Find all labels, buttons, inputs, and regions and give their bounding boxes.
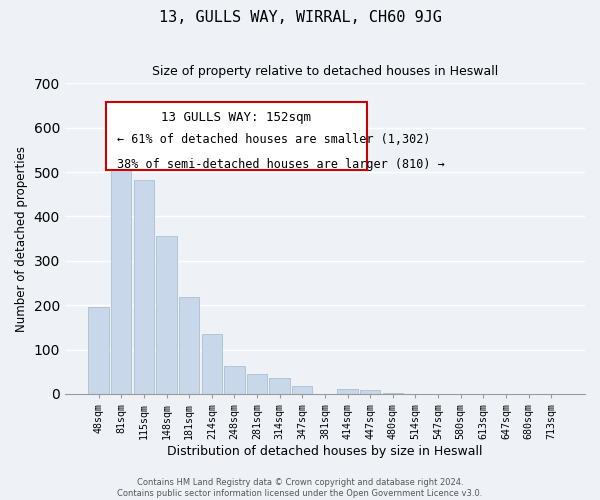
Bar — [337, 390, 358, 394]
Bar — [360, 390, 380, 394]
Bar — [88, 308, 109, 394]
Bar — [247, 374, 267, 394]
FancyBboxPatch shape — [106, 102, 367, 170]
Title: Size of property relative to detached houses in Heswall: Size of property relative to detached ho… — [152, 65, 498, 78]
Bar — [292, 386, 313, 394]
Bar — [224, 366, 245, 394]
Text: 38% of semi-detached houses are larger (810) →: 38% of semi-detached houses are larger (… — [117, 158, 445, 171]
Bar — [157, 236, 176, 394]
Y-axis label: Number of detached properties: Number of detached properties — [15, 146, 28, 332]
Bar — [269, 378, 290, 394]
Bar — [202, 334, 222, 394]
Bar — [111, 134, 131, 394]
Text: ← 61% of detached houses are smaller (1,302): ← 61% of detached houses are smaller (1,… — [117, 133, 430, 146]
Text: 13, GULLS WAY, WIRRAL, CH60 9JG: 13, GULLS WAY, WIRRAL, CH60 9JG — [158, 10, 442, 25]
X-axis label: Distribution of detached houses by size in Heswall: Distribution of detached houses by size … — [167, 444, 482, 458]
Bar — [134, 180, 154, 394]
Text: Contains HM Land Registry data © Crown copyright and database right 2024.
Contai: Contains HM Land Registry data © Crown c… — [118, 478, 482, 498]
Bar — [383, 392, 403, 394]
Bar — [179, 297, 199, 394]
Text: 13 GULLS WAY: 152sqm: 13 GULLS WAY: 152sqm — [161, 112, 311, 124]
